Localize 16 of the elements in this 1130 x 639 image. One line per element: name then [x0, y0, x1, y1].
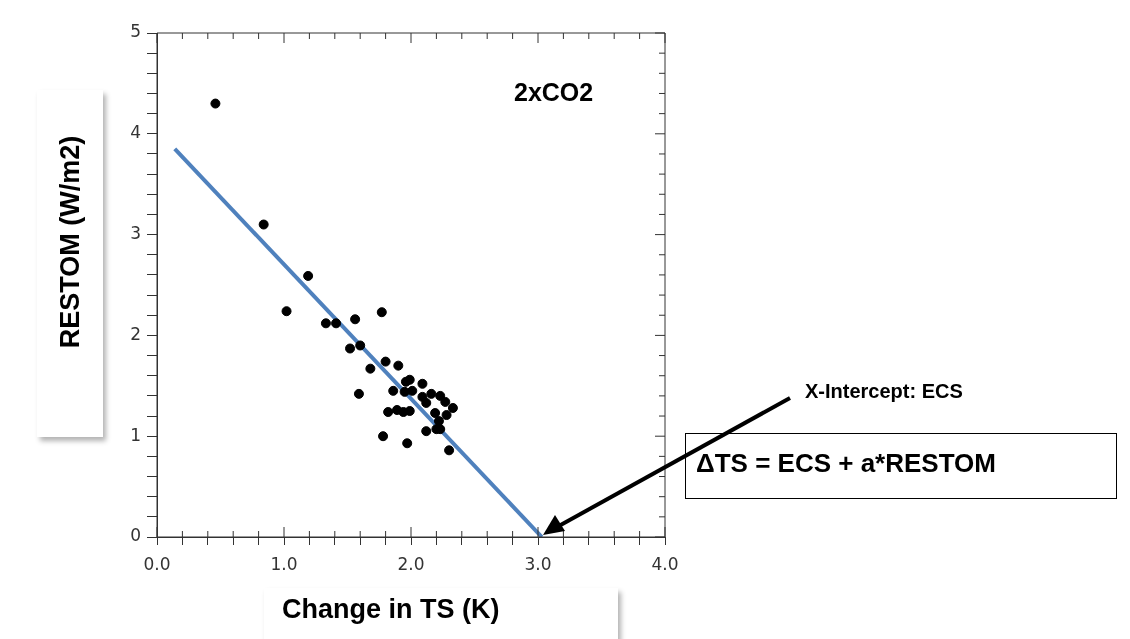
- annotation: 2xCO2: [514, 78, 594, 107]
- x-tick-label: 1.0: [270, 553, 298, 574]
- x-tick-label: 0.0: [143, 553, 171, 574]
- y-tick-label: 2: [130, 323, 141, 344]
- y-tick-label: 4: [130, 122, 141, 143]
- y-tick-label: 0: [130, 525, 141, 546]
- text: ΔTS = ECS + a*RESTOM: [696, 448, 996, 479]
- x-tick-label: 3.0: [524, 553, 552, 574]
- y-tick-label: 3: [130, 223, 141, 244]
- text: X-Intercept: ECS: [805, 380, 963, 403]
- x-tick-label: 4.0: [651, 553, 679, 574]
- x-axis-title: Change in TS (K): [282, 594, 500, 625]
- y-axis-title: RESTOM (W/m2): [54, 135, 86, 349]
- y-tick-label: 5: [130, 21, 141, 42]
- x-tick-label: 2.0: [397, 553, 425, 574]
- y-tick-label: 1: [130, 424, 141, 445]
